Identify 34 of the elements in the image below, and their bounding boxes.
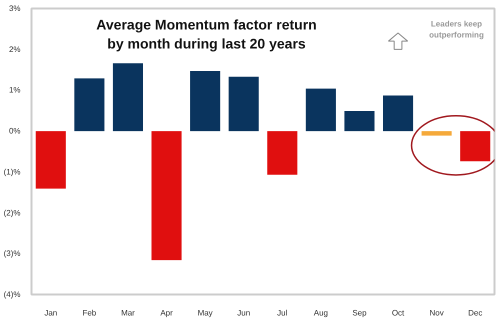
bar [460,131,490,162]
bar [112,63,144,132]
x-tick-label: Sep [352,308,368,318]
x-tick-label: Jan [44,308,58,318]
x-tick-label: Mar [121,308,136,318]
x-tick-label: Oct [392,308,406,318]
text: Average Momentum factor return by month during last 20 years [96,16,317,52]
annotation: Leaders keep outperforming [429,20,484,40]
bar [228,76,259,132]
x-tick-label: Feb [82,308,97,318]
x-tick-label: Dec [468,308,482,318]
x-tick-label: Jun [237,308,250,318]
y-tick-label: 2% [8,44,20,54]
bar [267,131,298,175]
bar [422,131,452,136]
y-tick-label: (4)% [4,290,20,299]
x-tick-label: Apr [160,308,174,318]
y-tick-label: 0% [8,126,20,136]
y-tick-label: 3% [8,4,20,13]
x-tick-label: May [198,308,213,318]
y-tick-label: (1)% [4,167,20,176]
bar [306,88,336,132]
bar [151,131,182,260]
y-tick-label: (2)% [4,208,20,218]
bar [382,96,414,132]
bar [36,131,66,189]
bar [190,71,220,132]
bar [74,78,104,132]
x-tick-label: Nov [430,308,444,318]
y-tick-label: (3)% [4,249,20,258]
y-tick-label: 1% [8,86,20,95]
bar [344,111,375,132]
x-tick-label: Aug [314,308,328,318]
x-tick-label: Jul [277,308,288,318]
